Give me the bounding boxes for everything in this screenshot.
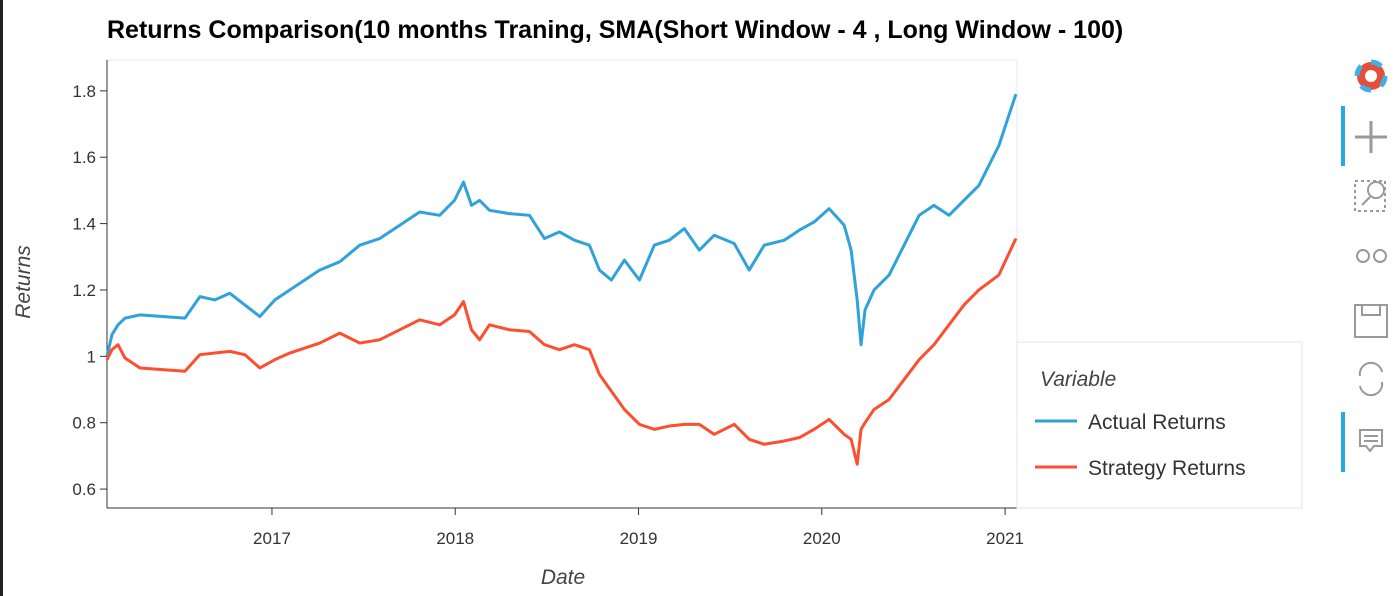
legend-title: Variable bbox=[1040, 368, 1116, 391]
y-tick-label: 1.6 bbox=[72, 148, 96, 167]
x-tick-label: 2018 bbox=[436, 529, 474, 548]
y-tick-label: 1.4 bbox=[72, 215, 96, 234]
y-tick-label: 0.8 bbox=[72, 414, 96, 433]
pan-tool[interactable] bbox=[1355, 121, 1387, 153]
active-indicator bbox=[1341, 412, 1345, 472]
y-tick-label: 1 bbox=[87, 347, 96, 366]
legend-label: Strategy Returns bbox=[1088, 457, 1246, 480]
chart-title: Returns Comparison(10 months Traning, SM… bbox=[107, 16, 1123, 44]
legend-label: Actual Returns bbox=[1088, 411, 1226, 434]
hover-tool[interactable] bbox=[1359, 429, 1383, 453]
x-tick-label: 2020 bbox=[803, 529, 841, 548]
x-tick-label: 2019 bbox=[620, 529, 658, 548]
y-tick-label: 1.8 bbox=[72, 82, 96, 101]
wheel-zoom-tool[interactable] bbox=[1356, 249, 1387, 263]
window-edge bbox=[0, 0, 3, 596]
save-tool[interactable] bbox=[1354, 304, 1388, 338]
reset-tool[interactable] bbox=[1358, 361, 1384, 397]
y-tick-label: 1.2 bbox=[72, 281, 96, 300]
x-tick-label: 2017 bbox=[253, 529, 291, 548]
box-zoom-tool[interactable] bbox=[1354, 180, 1386, 212]
x-tick-label: 2021 bbox=[986, 529, 1024, 548]
bokeh-logo[interactable] bbox=[1354, 59, 1388, 93]
y-axis-label: Returns bbox=[12, 245, 35, 319]
x-axis-label: Date bbox=[541, 566, 585, 589]
y-tick-label: 0.6 bbox=[72, 480, 96, 499]
toolbar bbox=[1341, 59, 1388, 472]
series-line bbox=[105, 237, 1018, 466]
series-line bbox=[105, 93, 1018, 357]
active-indicator bbox=[1341, 106, 1345, 166]
legend-box bbox=[1016, 341, 1303, 509]
